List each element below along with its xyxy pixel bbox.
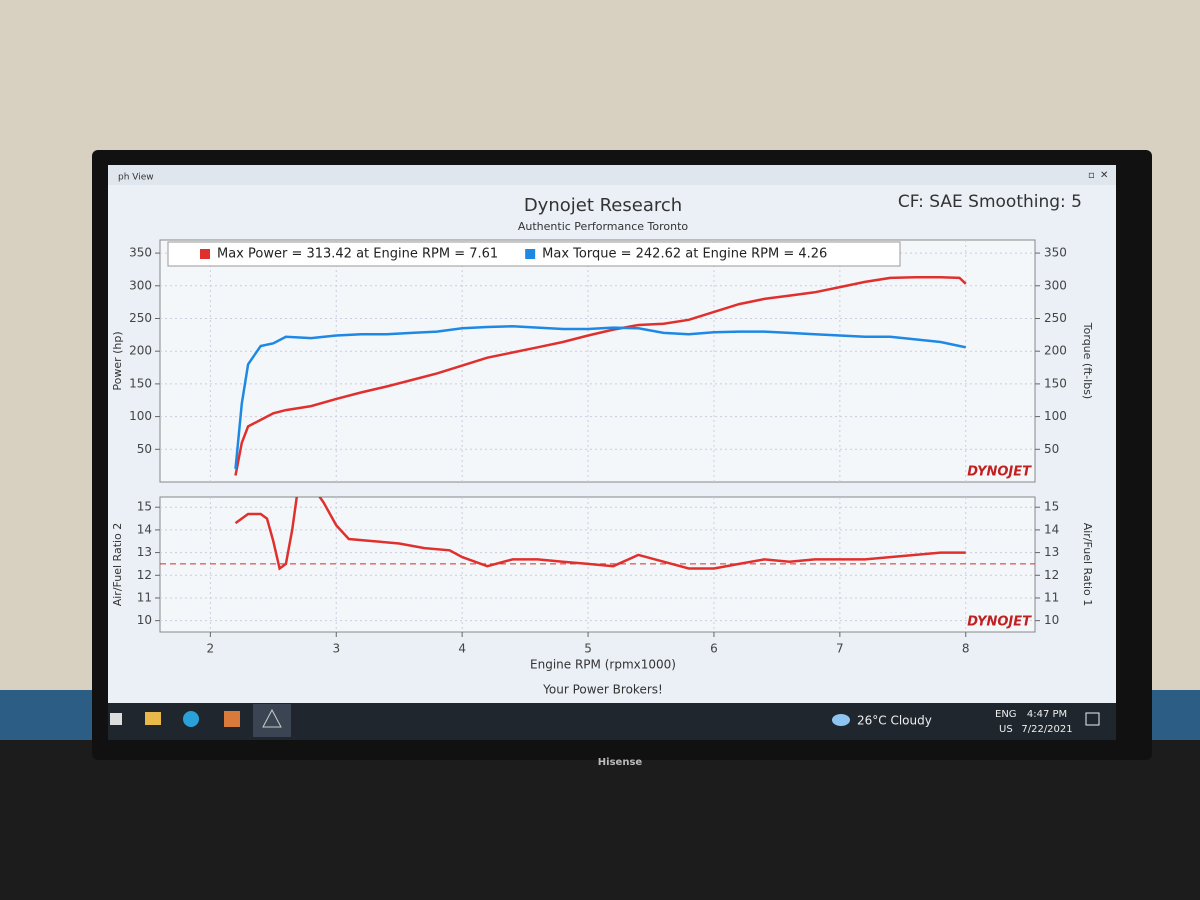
y2-tick-label: 300 <box>1044 278 1067 292</box>
y2-axis-label: Air/Fuel Ratio 1 <box>1081 523 1094 607</box>
window-title: ph View <box>118 173 154 183</box>
y2-tick-label: 200 <box>1044 344 1067 358</box>
chart-subtitle: Authentic Performance Toronto <box>518 220 689 233</box>
weather-icon <box>832 714 850 726</box>
y-tick-label: 12 <box>137 568 152 582</box>
explorer-icon[interactable] <box>145 712 161 725</box>
plot-area <box>159 239 1036 483</box>
y-axis-label: Power (hp) <box>111 331 124 390</box>
series-line <box>234 276 967 476</box>
app-icon[interactable] <box>224 711 240 727</box>
logo: DYNOJET <box>967 465 1032 480</box>
x-tick-label: 3 <box>332 642 340 656</box>
y2-tick-label: 15 <box>1044 500 1059 514</box>
y-tick-label: 14 <box>137 522 152 536</box>
y-tick-label: 11 <box>137 590 152 604</box>
y-tick-label: 250 <box>129 311 152 325</box>
series-line <box>234 497 966 571</box>
dynojet-icon <box>262 708 282 728</box>
y2-tick-label: 100 <box>1044 409 1067 423</box>
clock-date: 7/22/2021 <box>1021 724 1072 735</box>
y2-tick-label: 10 <box>1044 613 1059 627</box>
y2-tick-label: 12 <box>1044 568 1059 582</box>
y2-tick-label: 150 <box>1044 376 1067 390</box>
region: US <box>999 724 1013 735</box>
language[interactable]: ENG <box>995 709 1017 720</box>
weather[interactable]: 26°C Cloudy <box>857 714 932 728</box>
y-tick-label: 200 <box>129 344 152 358</box>
y-tick-label: 350 <box>129 246 152 260</box>
window-close[interactable]: ✕ <box>1100 170 1108 181</box>
legend-entry: Max Power = 313.42 at Engine RPM = 7.61 <box>217 247 498 262</box>
x-tick-label: 7 <box>836 642 844 656</box>
y2-tick-label: 11 <box>1044 590 1059 604</box>
y2-tick-label: 350 <box>1044 246 1067 260</box>
start-button[interactable] <box>110 713 122 725</box>
legend-swatch <box>525 249 536 259</box>
y-tick-label: 50 <box>137 442 152 456</box>
y-tick-label: 100 <box>129 409 152 423</box>
x-tick-label: 8 <box>962 642 970 656</box>
x-tick-label: 6 <box>710 642 718 656</box>
legend-swatch <box>200 249 210 259</box>
y-tick-label: 10 <box>137 613 152 627</box>
logo: DYNOJET <box>967 615 1032 630</box>
notifications[interactable] <box>1085 712 1100 726</box>
floor-shadow <box>0 740 1200 900</box>
y-tick-label: 15 <box>137 500 152 514</box>
y2-tick-label: 50 <box>1044 442 1059 456</box>
series-line <box>234 325 967 470</box>
y2-axis-label: Torque (ft-lbs) <box>1081 322 1094 399</box>
y2-tick-label: 14 <box>1044 522 1059 536</box>
edge-icon[interactable] <box>183 711 199 727</box>
settings-label: CF: SAE Smoothing: 5 <box>898 192 1082 212</box>
chart-title: Dynojet Research <box>524 195 682 216</box>
x-tick-label: 5 <box>584 642 592 656</box>
x-axis-label: Engine RPM (rpmx1000) <box>530 658 676 672</box>
footer: Your Power Brokers! <box>542 683 663 697</box>
legend-entry: Max Torque = 242.62 at Engine RPM = 4.26 <box>542 247 827 262</box>
x-tick-label: 2 <box>207 642 215 656</box>
y-tick-label: 150 <box>129 376 152 390</box>
clock-time[interactable]: 4:47 PM <box>1027 709 1067 720</box>
y2-tick-label: 13 <box>1044 545 1059 559</box>
window-titlebar <box>108 165 1116 185</box>
y2-tick-label: 250 <box>1044 311 1067 325</box>
y-axis-label: Air/Fuel Ratio 2 <box>111 523 124 607</box>
y-tick-label: 13 <box>137 545 152 559</box>
window-restore[interactable]: ▫ <box>1088 170 1095 181</box>
x-tick-label: 4 <box>458 642 466 656</box>
y-tick-label: 300 <box>129 278 152 292</box>
tv-brand: Hisense <box>598 757 643 768</box>
